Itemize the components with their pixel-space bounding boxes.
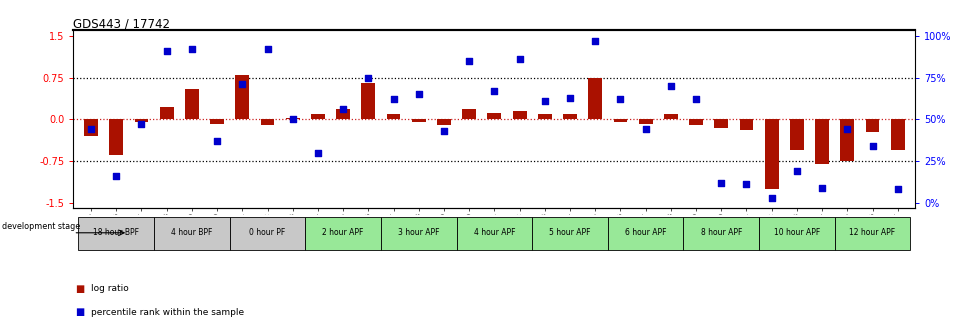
Point: [259, 46, 275, 52]
Text: 5 hour APF: 5 hour APF: [549, 228, 590, 237]
Bar: [235, 75, 249, 119]
Point: [737, 182, 753, 187]
Point: [158, 48, 174, 53]
Bar: [663, 114, 677, 119]
Text: 4 hour BPF: 4 hour BPF: [171, 228, 212, 237]
Point: [713, 180, 729, 185]
Bar: [865, 119, 878, 131]
Point: [184, 46, 200, 52]
Point: [688, 96, 703, 102]
Bar: [210, 119, 224, 124]
Text: 10 hour APF: 10 hour APF: [773, 228, 820, 237]
Point: [209, 138, 225, 144]
Point: [511, 56, 527, 62]
Bar: [134, 119, 149, 122]
Text: GDS443 / 17742: GDS443 / 17742: [73, 17, 170, 30]
Point: [310, 150, 326, 155]
Point: [285, 117, 300, 122]
Point: [385, 96, 401, 102]
Point: [788, 168, 804, 174]
Text: 4 hour APF: 4 hour APF: [473, 228, 514, 237]
Bar: [361, 83, 375, 119]
Text: 18 hour BPF: 18 hour BPF: [93, 228, 139, 237]
Bar: [286, 118, 299, 119]
Bar: [110, 119, 123, 156]
Bar: [78, 217, 154, 250]
Bar: [537, 114, 552, 119]
Bar: [159, 107, 173, 119]
Bar: [758, 217, 834, 250]
Text: development stage: development stage: [2, 222, 80, 231]
Bar: [185, 89, 199, 119]
Bar: [456, 217, 532, 250]
Bar: [311, 114, 325, 119]
Bar: [607, 217, 683, 250]
Point: [814, 185, 829, 191]
Text: ■: ■: [75, 307, 84, 318]
Bar: [380, 217, 456, 250]
Bar: [890, 119, 904, 150]
Point: [662, 83, 678, 89]
Point: [235, 82, 250, 87]
Point: [83, 127, 99, 132]
Bar: [487, 113, 501, 119]
Point: [411, 91, 426, 97]
Point: [461, 58, 476, 64]
Point: [889, 187, 905, 192]
Point: [864, 143, 879, 149]
Bar: [683, 217, 758, 250]
Point: [134, 122, 150, 127]
Bar: [532, 217, 607, 250]
Bar: [335, 109, 350, 119]
Bar: [260, 119, 274, 125]
Text: 8 hour APF: 8 hour APF: [700, 228, 741, 237]
Bar: [638, 119, 652, 124]
Bar: [815, 119, 828, 164]
Point: [486, 88, 502, 94]
Point: [763, 195, 778, 201]
Bar: [462, 109, 475, 119]
Point: [360, 75, 376, 80]
Point: [436, 128, 452, 134]
Bar: [84, 119, 98, 136]
Bar: [412, 119, 425, 122]
Bar: [305, 217, 380, 250]
Text: 6 hour APF: 6 hour APF: [624, 228, 666, 237]
Bar: [512, 111, 526, 119]
Bar: [689, 119, 702, 125]
Bar: [714, 119, 728, 128]
Text: 0 hour PF: 0 hour PF: [249, 228, 286, 237]
Point: [109, 173, 124, 179]
Point: [587, 38, 602, 43]
Point: [612, 96, 628, 102]
Text: 3 hour APF: 3 hour APF: [398, 228, 439, 237]
Bar: [839, 119, 854, 161]
Text: 2 hour APF: 2 hour APF: [322, 228, 364, 237]
Text: ■: ■: [75, 284, 84, 294]
Bar: [764, 119, 778, 189]
Text: percentile rank within the sample: percentile rank within the sample: [91, 308, 244, 317]
Point: [838, 127, 854, 132]
Bar: [834, 217, 910, 250]
Bar: [613, 119, 627, 122]
Bar: [738, 119, 753, 130]
Bar: [588, 78, 601, 119]
Bar: [154, 217, 230, 250]
Bar: [436, 119, 451, 125]
Point: [637, 127, 652, 132]
Point: [335, 107, 351, 112]
Point: [561, 95, 577, 100]
Text: log ratio: log ratio: [91, 285, 129, 293]
Bar: [230, 217, 305, 250]
Bar: [386, 114, 400, 119]
Bar: [789, 119, 803, 150]
Point: [536, 98, 552, 103]
Bar: [562, 114, 576, 119]
Text: 12 hour APF: 12 hour APF: [849, 228, 895, 237]
